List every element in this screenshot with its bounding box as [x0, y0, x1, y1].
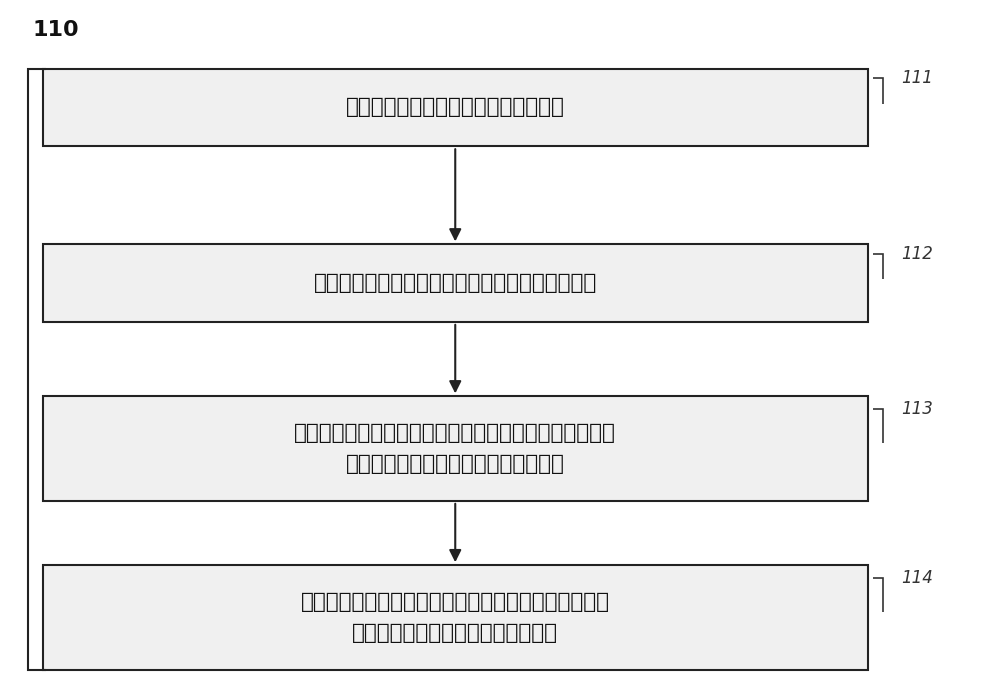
Text: 根据单相接地故障参数，建立短路故障样本数据库: 根据单相接地故障参数，建立短路故障样本数据库	[314, 273, 597, 293]
Text: 对短路故障样本数据库中的短路故障样本数据利用电磁暂: 对短路故障样本数据库中的短路故障样本数据利用电磁暂	[294, 424, 616, 443]
FancyBboxPatch shape	[43, 565, 868, 670]
Text: 对短路电流数据集合利用支持向量机算法训练得到短路: 对短路电流数据集合利用支持向量机算法训练得到短路	[301, 592, 610, 612]
FancyBboxPatch shape	[43, 244, 868, 322]
Text: 110: 110	[33, 20, 79, 39]
FancyBboxPatch shape	[43, 396, 868, 501]
Text: 113: 113	[901, 400, 933, 417]
Text: 态仿真模型计算得到短路电流数据集合: 态仿真模型计算得到短路电流数据集合	[346, 454, 565, 474]
Text: 114: 114	[901, 569, 933, 586]
Text: 112: 112	[901, 244, 933, 263]
Text: 电流数据集合对应的支持向量机模型: 电流数据集合对应的支持向量机模型	[352, 622, 558, 643]
Text: 111: 111	[901, 69, 933, 87]
Text: 根据性能参数，建立电磁暂态仿真模型: 根据性能参数，建立电磁暂态仿真模型	[346, 97, 565, 117]
FancyBboxPatch shape	[43, 69, 868, 146]
